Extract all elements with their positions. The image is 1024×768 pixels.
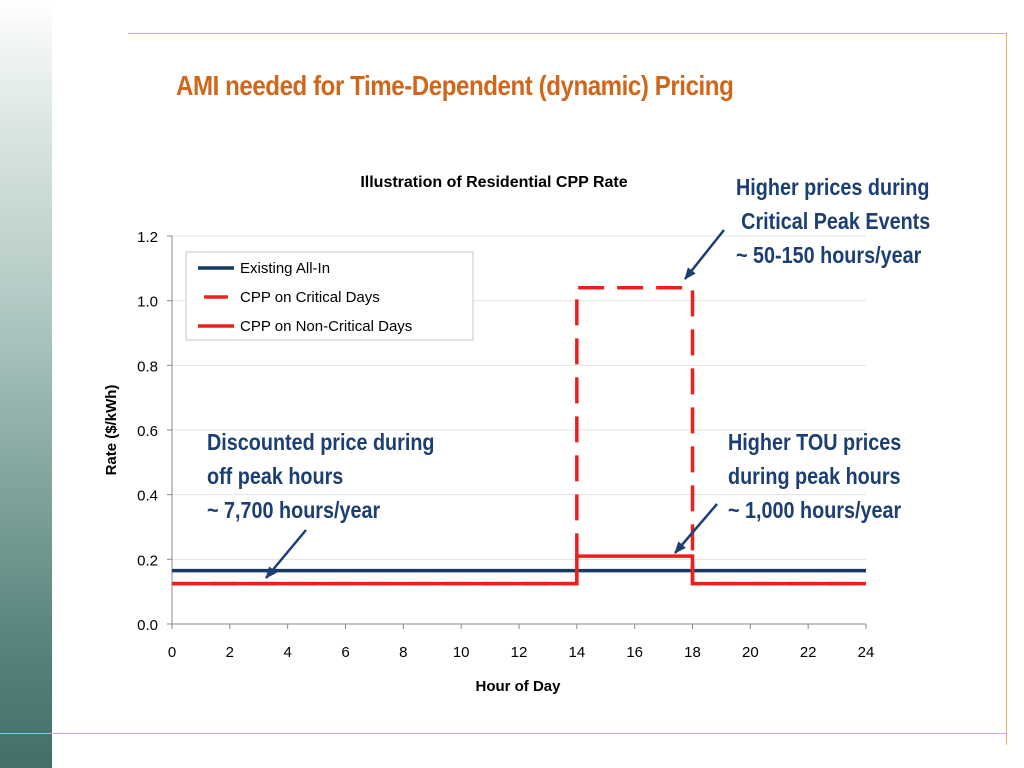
callout-higher-tou: Higher TOU prices during peak hours ~ 1,… <box>728 425 901 527</box>
chart-title: Illustration of Residential CPP Rate <box>360 174 627 191</box>
y-tick-label: 0.4 <box>137 488 158 505</box>
legend: Existing All-In CPP on Critical Days CPP o… <box>185 251 474 341</box>
arrow-discounted <box>265 529 307 579</box>
x-tick-label: 8 <box>399 644 407 661</box>
axes <box>167 235 867 629</box>
callout-critical-line-2: Critical Peak Events <box>741 208 931 234</box>
y-tick-label: 0.8 <box>137 358 158 375</box>
y-tick-label: 0.2 <box>137 552 158 569</box>
x-tick-label: 6 <box>341 644 349 661</box>
legend-entry-label: Existing All-In <box>240 260 330 277</box>
x-tick-label: 20 <box>742 644 759 661</box>
callout-tou-line-2: during peak hours <box>728 463 901 489</box>
series-line-cpp-on-critical-days <box>172 285 866 586</box>
callout-critical-line-3: ~ 50-150 hours/year <box>736 242 922 268</box>
top-border-line <box>128 33 1006 34</box>
x-tick-label: 16 <box>626 644 643 661</box>
arrow-higher-tou <box>674 503 718 554</box>
x-tick-label: 4 <box>283 644 291 661</box>
y-tick-label: 1.2 <box>137 229 158 246</box>
callout-discounted-line-1: Discounted price during <box>207 429 435 455</box>
callout-arrows <box>265 229 725 579</box>
series-lines <box>172 285 866 586</box>
callout-tou-line-1: Higher TOU prices <box>728 429 902 455</box>
bottom-border-line <box>0 733 1006 734</box>
tick-labels: 0.00.20.40.60.81.01.20 2 4 6 8 10 12 14 16 18 20 22… <box>137 229 874 661</box>
callout-critical-line-1: Higher prices during <box>736 174 930 200</box>
side-decor-bar <box>0 0 52 768</box>
callout-critical-peak: Higher prices during Critical Peak Event… <box>736 170 930 272</box>
x-tick-label: 14 <box>568 644 585 661</box>
x-tick-label: 24 <box>858 644 875 661</box>
y-tick-label: 0.6 <box>137 423 158 440</box>
y-axis-label: Rate ($/kWh) <box>103 385 120 476</box>
legend-entry-label: CPP on Non-Critical Days <box>240 318 412 335</box>
legend-entry-label: CPP on Critical Days <box>240 289 380 306</box>
x-tick-label: 12 <box>511 644 528 661</box>
arrow-critical-peak <box>684 229 725 280</box>
x-tick-label: 0 <box>168 644 176 661</box>
right-border-line <box>1006 33 1007 745</box>
callout-discounted: Discounted price during off peak hours ~… <box>207 425 434 527</box>
x-tick-label: 10 <box>453 644 470 661</box>
x-axis-label: Hour of Day <box>475 678 561 695</box>
slide-title: AMI needed for Time-Dependent (dynamic) … <box>176 70 734 101</box>
callout-discounted-line-2: off peak hours <box>207 463 344 489</box>
x-tick-label: 22 <box>800 644 817 661</box>
y-tick-label: 1.0 <box>137 294 158 311</box>
callout-tou-line-3: ~ 1,000 hours/year <box>728 497 902 523</box>
x-tick-label: 18 <box>684 644 701 661</box>
y-tick-label: 0.0 <box>137 617 158 634</box>
x-tick-label: 2 <box>226 644 234 661</box>
callout-discounted-line-3: ~ 7,700 hours/year <box>207 497 381 523</box>
